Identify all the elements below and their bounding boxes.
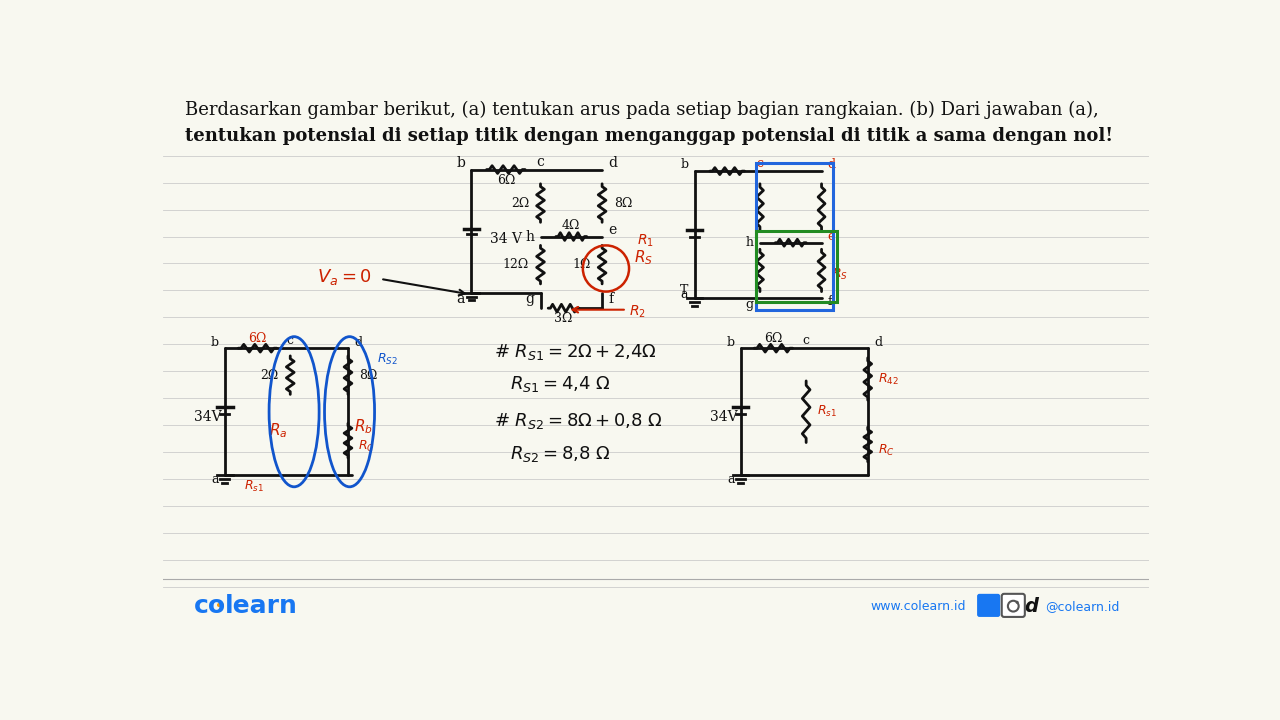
Text: b: b <box>456 156 465 171</box>
Text: $R_2$: $R_2$ <box>628 304 646 320</box>
Text: $\#\ R_{S2} = 8\Omega + 0{,}8\ \Omega$: $\#\ R_{S2} = 8\Omega + 0{,}8\ \Omega$ <box>494 411 663 431</box>
Bar <box>756 231 837 302</box>
Text: g: g <box>746 298 754 311</box>
Text: 2Ω: 2Ω <box>260 369 279 382</box>
Text: c: c <box>756 157 763 170</box>
Text: learn: learn <box>225 594 298 618</box>
Text: a: a <box>681 288 689 301</box>
Text: 34 V: 34 V <box>490 232 522 246</box>
Text: $\#\ R_{S1} = 2\Omega + 2{,}4\Omega$: $\#\ R_{S1} = 2\Omega + 2{,}4\Omega$ <box>494 342 657 362</box>
Text: $R_{S1} = 4{,}4\ \Omega$: $R_{S1} = 4{,}4\ \Omega$ <box>509 374 611 395</box>
Text: 8Ω: 8Ω <box>360 369 378 382</box>
Text: d: d <box>355 336 362 348</box>
Text: 8Ω: 8Ω <box>613 197 632 210</box>
Text: b: b <box>727 336 735 348</box>
Text: c: c <box>287 334 293 347</box>
Text: $R_{S2}$: $R_{S2}$ <box>378 352 398 367</box>
Text: $R_1$: $R_1$ <box>636 232 654 248</box>
Circle shape <box>1015 600 1019 604</box>
Text: 6Ω: 6Ω <box>764 332 782 345</box>
Text: @colearn.id: @colearn.id <box>1044 600 1119 613</box>
Text: $R_{42}$: $R_{42}$ <box>878 372 899 387</box>
Text: d: d <box>828 158 836 171</box>
Text: 6Ω: 6Ω <box>497 174 515 186</box>
Text: f: f <box>986 597 992 615</box>
Text: $R_C$: $R_C$ <box>358 439 375 454</box>
Text: $R_{s1}$: $R_{s1}$ <box>817 404 837 419</box>
Text: 34V: 34V <box>195 410 221 425</box>
Text: 6Ω: 6Ω <box>248 332 266 345</box>
Text: a: a <box>457 292 465 306</box>
Text: c: c <box>803 334 810 347</box>
Text: $V_a = 0$: $V_a = 0$ <box>316 267 371 287</box>
Text: 34V: 34V <box>710 410 737 425</box>
Text: d: d <box>874 336 882 348</box>
Text: a: a <box>727 472 735 485</box>
Text: a: a <box>211 472 219 485</box>
Text: $R_S$: $R_S$ <box>635 248 654 267</box>
Text: e: e <box>608 223 617 238</box>
Text: co: co <box>195 594 227 618</box>
Text: g: g <box>525 292 534 306</box>
Text: 2Ω: 2Ω <box>511 197 529 210</box>
Text: $R_S$: $R_S$ <box>832 266 849 282</box>
Text: 3Ω: 3Ω <box>554 312 572 325</box>
Text: Berdasarkan gambar berikut, (a) tentukan arus pada setiap bagian rangkaian. (b) : Berdasarkan gambar berikut, (a) tentukan… <box>184 100 1098 119</box>
Text: 12Ω: 12Ω <box>503 258 529 271</box>
Text: c: c <box>536 155 544 169</box>
Text: f: f <box>608 292 613 306</box>
Text: d: d <box>1025 598 1039 616</box>
Text: 4Ω: 4Ω <box>562 220 581 233</box>
Text: $R_{s1}$: $R_{s1}$ <box>244 480 264 495</box>
Bar <box>756 163 833 310</box>
Text: $R_C$: $R_C$ <box>878 443 895 458</box>
Text: h: h <box>746 236 754 249</box>
Text: 1Ω: 1Ω <box>572 258 590 271</box>
Text: www.colearn.id: www.colearn.id <box>870 600 965 613</box>
Text: $R_{S2} = 8{,}8\ \Omega$: $R_{S2} = 8{,}8\ \Omega$ <box>509 444 611 464</box>
Text: f: f <box>828 295 832 308</box>
Text: tentukan potensial di setiap titik dengan menganggap potensial di titik a sama d: tentukan potensial di setiap titik denga… <box>184 127 1112 145</box>
Text: h: h <box>525 230 534 243</box>
Text: d: d <box>608 156 617 171</box>
FancyBboxPatch shape <box>977 594 1000 617</box>
Text: $R_a$: $R_a$ <box>270 422 288 441</box>
Text: b: b <box>680 158 689 171</box>
Text: e: e <box>828 230 835 243</box>
Text: $R_b$: $R_b$ <box>355 418 372 436</box>
Text: b: b <box>210 336 219 348</box>
Text: T: T <box>680 284 687 297</box>
FancyBboxPatch shape <box>1002 594 1025 617</box>
